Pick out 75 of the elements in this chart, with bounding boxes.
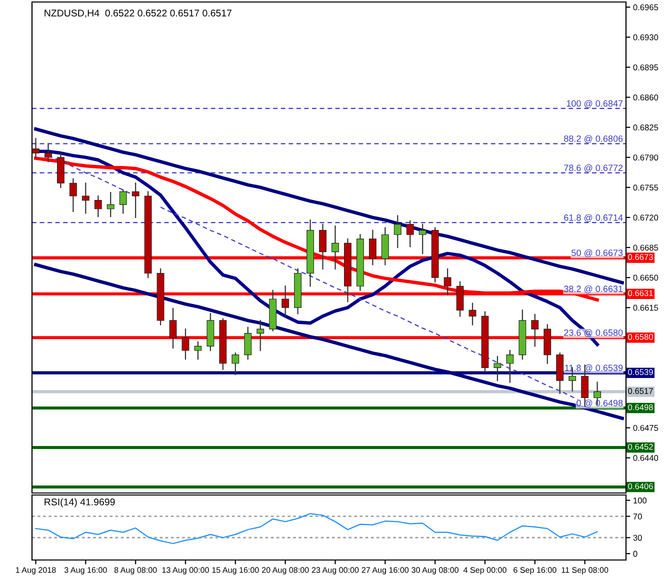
y-tick-label: 0.6930 — [633, 34, 658, 40]
y-tick-label: 0.6755 — [633, 184, 658, 191]
x-tick-label: 11 Sep 08:00 — [562, 567, 608, 574]
line-series — [34, 263, 624, 420]
candlestick — [494, 356, 502, 382]
ref-line-label: 100 @ 0.6847 — [566, 100, 623, 108]
candlestick — [44, 144, 52, 162]
ref-line-label: 78.6 @ 0.6772 — [564, 164, 623, 172]
y-tick-label: 0.6860 — [633, 94, 658, 100]
candlestick — [106, 192, 114, 218]
ref-line-label: 0.6498 — [628, 404, 653, 410]
annotation: 38.2 @ 0.6631 — [564, 285, 623, 294]
ref-line-label: 0.6580 — [628, 334, 653, 340]
candlestick — [418, 224, 426, 254]
y-tick-label: 100 — [634, 498, 647, 504]
candlestick — [256, 320, 264, 352]
candlestick — [169, 308, 177, 348]
candlestick — [32, 138, 40, 158]
line-series — [34, 127, 624, 284]
candlestick — [194, 341, 202, 360]
candlestick — [319, 224, 326, 270]
ref-line-label: 61.8 @ 0.6714 — [564, 214, 623, 222]
y-tick-label: 0.6650 — [633, 274, 658, 281]
text: NZDUSD,H4 0.6522 0.6522 0.6517 0.6517 — [44, 10, 232, 18]
candlestick — [282, 286, 290, 317]
candlestick — [132, 182, 140, 218]
candlestick — [69, 178, 77, 212]
y-tick-label: 0.6895 — [633, 64, 658, 70]
y-tick-label: 30 — [633, 534, 642, 541]
x-tick-label: 8 Aug 08:00 — [114, 567, 157, 574]
candlestick — [368, 230, 376, 266]
candlestick — [506, 350, 514, 383]
ref-line-label: 0.6406 — [628, 483, 653, 490]
x-tick-label: 1 Aug 2018 — [16, 567, 56, 574]
x-tick-label: 23 Aug 00:00 — [312, 567, 359, 574]
y-tick-label: 70 — [633, 514, 642, 520]
chart-title: RSI(14) 41.9699 — [44, 498, 115, 508]
y-tick-label: 0 — [633, 550, 638, 557]
y-tick-label: 0.6825 — [633, 124, 658, 130]
x-tick-label: 27 Aug 16:00 — [362, 567, 409, 574]
y-tick-label: 0.6965 — [633, 4, 658, 10]
annotation: 23.6 @ 0.6580 — [564, 329, 623, 338]
ref-line-label: 0.6517 — [628, 388, 653, 394]
ref-line-label: 0.6673 — [628, 254, 653, 260]
x-tick-label: 30 Aug 08:00 — [412, 567, 458, 574]
y-tick-label: 0.6440 — [633, 455, 658, 461]
candlestick — [531, 314, 539, 347]
x-tick-label: 6 Sep 16:00 — [514, 567, 556, 574]
x-tick-label: 13 Aug 00:00 — [162, 567, 209, 574]
candlestick — [94, 195, 102, 218]
candlestick — [394, 215, 402, 248]
candlestick — [468, 302, 476, 326]
ref-line-label: 0.6631 — [628, 290, 653, 296]
ref-line-label: 0.6539 — [628, 369, 653, 376]
candlestick — [332, 225, 339, 270]
candlestick — [119, 189, 127, 214]
x-tick-label: 3 Aug 16:00 — [64, 567, 107, 574]
candlestick — [232, 352, 240, 376]
candlestick — [244, 326, 252, 360]
y-tick-label: 0.6790 — [633, 154, 658, 160]
x-tick-label: 4 Sep 00:00 — [463, 567, 506, 574]
ref-line-label: 0.6452 — [628, 444, 653, 450]
candlestick — [406, 220, 414, 248]
candlestick — [182, 328, 190, 360]
annotation: 50 @ 0.6673 — [572, 249, 623, 258]
line-series — [35, 513, 598, 544]
candlestick — [82, 182, 90, 214]
y-tick-label: 0.6720 — [633, 214, 658, 221]
y-tick-label: 0.6475 — [633, 424, 658, 431]
ref-line-label: 88.2 @ 0.6806 — [564, 135, 623, 144]
x-tick-label: 20 Aug 08:00 — [262, 567, 309, 574]
candlestick — [444, 268, 452, 296]
y-tick-label: 0.6615 — [633, 304, 658, 311]
x-tick-label: 15 Aug 16:00 — [212, 567, 259, 574]
y-tick-label: 0.6685 — [633, 244, 658, 251]
